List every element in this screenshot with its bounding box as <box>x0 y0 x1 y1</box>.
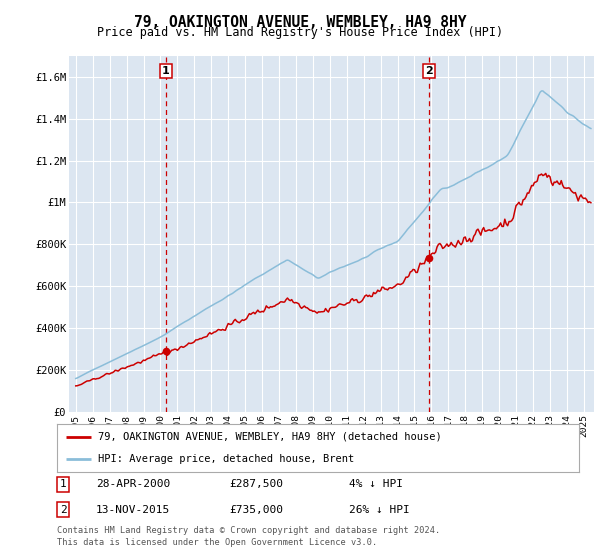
Text: Contains HM Land Registry data © Crown copyright and database right 2024.: Contains HM Land Registry data © Crown c… <box>57 526 440 535</box>
Text: £735,000: £735,000 <box>229 505 283 515</box>
Text: 1: 1 <box>60 479 67 489</box>
Text: 1: 1 <box>162 66 170 76</box>
Text: 4% ↓ HPI: 4% ↓ HPI <box>349 479 403 489</box>
Text: 79, OAKINGTON AVENUE, WEMBLEY, HA9 8HY: 79, OAKINGTON AVENUE, WEMBLEY, HA9 8HY <box>134 15 466 30</box>
Text: 79, OAKINGTON AVENUE, WEMBLEY, HA9 8HY (detached house): 79, OAKINGTON AVENUE, WEMBLEY, HA9 8HY (… <box>98 432 442 442</box>
Text: Price paid vs. HM Land Registry's House Price Index (HPI): Price paid vs. HM Land Registry's House … <box>97 26 503 39</box>
Text: 26% ↓ HPI: 26% ↓ HPI <box>349 505 410 515</box>
Text: 2: 2 <box>425 66 433 76</box>
Text: 28-APR-2000: 28-APR-2000 <box>96 479 170 489</box>
Text: HPI: Average price, detached house, Brent: HPI: Average price, detached house, Bren… <box>98 454 354 464</box>
Text: £287,500: £287,500 <box>229 479 283 489</box>
Text: 2: 2 <box>60 505 67 515</box>
Text: This data is licensed under the Open Government Licence v3.0.: This data is licensed under the Open Gov… <box>57 538 377 547</box>
Text: 13-NOV-2015: 13-NOV-2015 <box>96 505 170 515</box>
